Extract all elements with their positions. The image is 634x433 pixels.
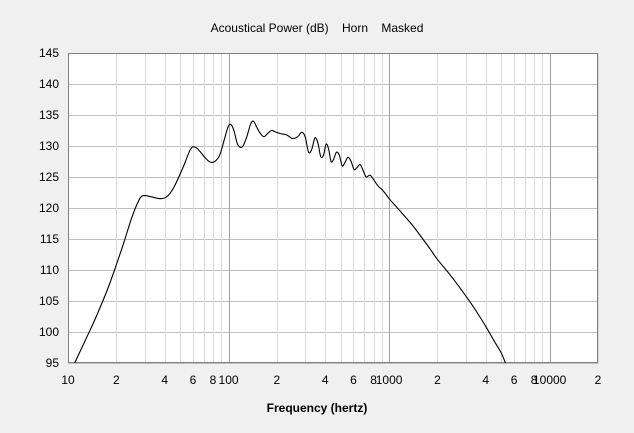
- x-tick-label: 1000: [376, 373, 403, 387]
- x-tick-label: 2: [595, 373, 602, 387]
- x-axis-label: Frequency (hertz): [267, 401, 368, 415]
- x-tick-label: 6: [511, 373, 518, 387]
- x-tick-label: 10000: [533, 373, 567, 387]
- y-tick-label: 110: [40, 263, 59, 277]
- x-tick-label: 4: [161, 373, 168, 387]
- y-tick-label: 145: [39, 46, 59, 60]
- x-tick-label: 10: [61, 373, 75, 387]
- y-tick-label: 95: [46, 356, 60, 370]
- y-tick-label: 135: [39, 108, 59, 122]
- grid-lines: [68, 53, 599, 364]
- x-tick-label: 6: [350, 373, 357, 387]
- y-tick-label: 100: [39, 325, 59, 339]
- x-tick-label: 8: [531, 373, 538, 387]
- x-tick-label: 4: [322, 373, 329, 387]
- y-tick-label: 120: [39, 201, 59, 215]
- y-axis-ticks: 95 100 105 110 115 120 125 130 135 140 145: [39, 46, 59, 370]
- y-tick-label: 115: [40, 232, 59, 246]
- chart-title: Acoustical Power (dB) Horn Masked: [211, 21, 424, 35]
- x-tick-label: 100: [219, 373, 239, 387]
- x-tick-label: 2: [274, 373, 281, 387]
- x-tick-label: 4: [482, 373, 489, 387]
- plot-border: [68, 53, 598, 363]
- y-tick-label: 105: [39, 294, 59, 308]
- x-tick-label: 2: [113, 373, 120, 387]
- x-tick-label: 6: [190, 373, 197, 387]
- y-tick-label: 125: [39, 170, 59, 184]
- x-tick-label: 8: [210, 373, 217, 387]
- x-tick-label: 8: [370, 373, 377, 387]
- y-tick-label: 130: [39, 139, 59, 153]
- series-line-acoustical-power: [74, 120, 506, 364]
- y-tick-label: 140: [39, 77, 59, 91]
- x-tick-label: 2: [434, 373, 441, 387]
